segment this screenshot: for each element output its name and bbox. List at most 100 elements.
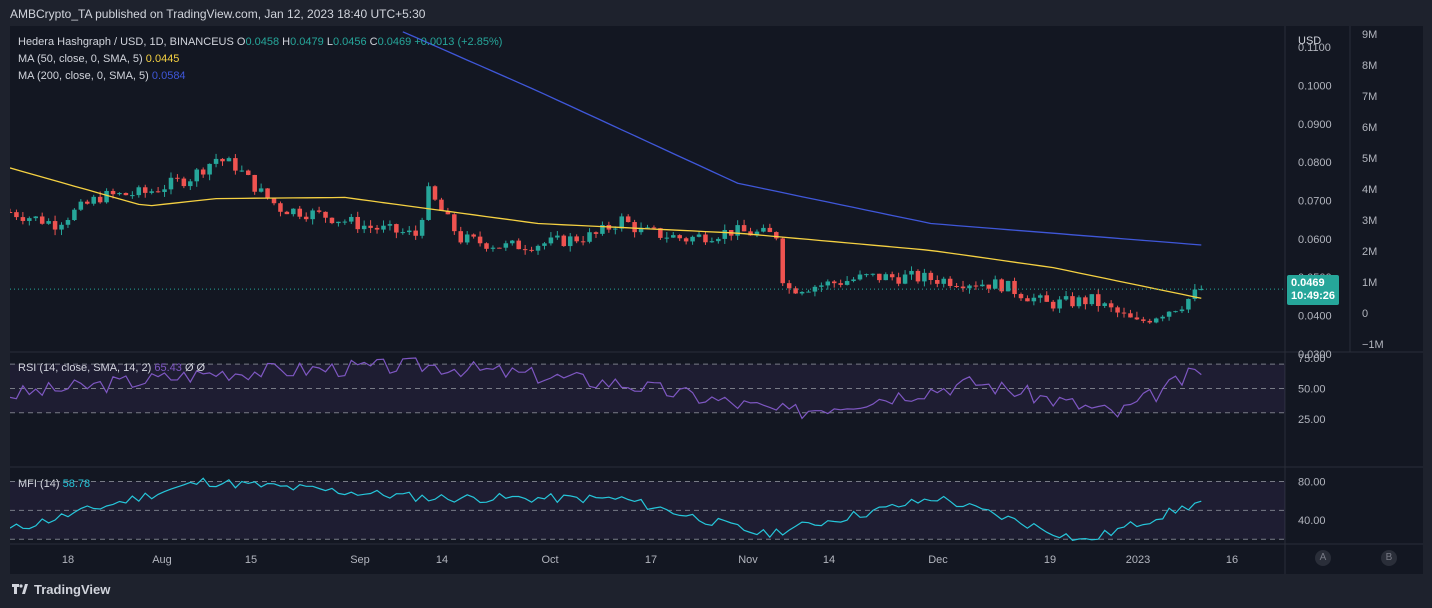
countdown-timer: 10:49:26	[1291, 290, 1336, 302]
candle	[941, 278, 946, 284]
candle	[439, 199, 444, 211]
time-axis-tick: 19	[1044, 554, 1056, 566]
ma50-label: MA (50, close, 0, SMA, 5)	[18, 53, 143, 65]
candle	[484, 243, 489, 249]
candle	[1070, 296, 1075, 307]
candle	[864, 274, 869, 276]
candle	[400, 232, 406, 234]
candle	[1153, 318, 1159, 323]
candle	[452, 214, 457, 232]
candle	[374, 227, 380, 230]
mfi-axis-tick: 40.00	[1298, 515, 1326, 527]
candle	[935, 280, 940, 284]
low-value: 0.0456	[332, 36, 367, 48]
mfi-line	[10, 477, 1202, 541]
candle	[368, 225, 373, 228]
candle	[20, 217, 26, 221]
candle	[754, 231, 760, 236]
candle	[1186, 298, 1191, 310]
candle	[587, 232, 592, 242]
candle	[246, 170, 251, 175]
volume-axis-tick: 5M	[1362, 153, 1377, 165]
candle	[851, 279, 856, 282]
candle	[316, 210, 322, 212]
candle	[117, 192, 122, 195]
candle	[39, 216, 45, 224]
candle	[490, 247, 496, 249]
candle	[986, 284, 992, 289]
candle	[877, 273, 882, 281]
candle	[1089, 294, 1095, 305]
candle	[954, 285, 959, 287]
candle	[72, 209, 77, 221]
candle	[780, 238, 785, 284]
volume-axis-tick: 8M	[1362, 60, 1377, 72]
candle	[181, 178, 187, 187]
candle	[722, 229, 728, 239]
candle	[1044, 295, 1049, 302]
scale-b-button[interactable]: B	[1381, 550, 1397, 566]
scale-a-button[interactable]: A	[1315, 550, 1331, 566]
candle	[1012, 280, 1017, 295]
candle	[381, 225, 386, 230]
candle	[555, 235, 560, 238]
candle	[1102, 303, 1107, 306]
candle	[33, 216, 39, 219]
volume-axis-tick: 7M	[1362, 91, 1377, 103]
volume-axis-tick: −1M	[1362, 339, 1384, 351]
tradingview-logo[interactable]: TradingView	[12, 582, 110, 597]
candle	[593, 232, 599, 234]
candle	[696, 234, 702, 237]
candle	[497, 247, 502, 249]
ma200-value: 0.0584	[151, 70, 186, 82]
candle	[535, 245, 541, 251]
candle	[136, 187, 142, 196]
open-value: 0.0458	[245, 36, 280, 48]
rsi-legend[interactable]: RSI (14, close, SMA, 14, 2) 65.43 Ø Ø	[18, 362, 205, 374]
candle	[142, 187, 148, 193]
candle	[278, 203, 283, 212]
candle	[123, 192, 129, 196]
candle	[632, 222, 637, 233]
mfi-value: 58.78	[62, 478, 91, 490]
price-axis-tick: 0.0400	[1298, 311, 1332, 323]
candle	[297, 208, 303, 217]
candle	[889, 274, 895, 278]
candle	[1141, 319, 1146, 321]
candle	[529, 249, 534, 251]
mfi-legend[interactable]: MFI (14) 58.78	[18, 478, 90, 490]
ma200-legend[interactable]: MA (200, close, 0, SMA, 5) 0.0584	[18, 70, 186, 82]
candle	[130, 195, 135, 197]
price-axis-tick: 0.0900	[1298, 119, 1332, 131]
candle	[220, 158, 225, 162]
candle	[271, 198, 277, 204]
candle	[406, 230, 412, 233]
chart-area[interactable]: USD 0.1100 0.1000 0.0900 0.0800 0.0700 0.0600 0…	[10, 26, 1423, 574]
candle	[831, 281, 837, 284]
candle	[310, 210, 315, 220]
rsi-axis-tick: 50.00	[1298, 383, 1326, 395]
candle	[252, 174, 257, 192]
candle	[1173, 311, 1178, 313]
candle	[336, 221, 341, 224]
candle	[464, 234, 470, 243]
rsi-axis-tick: 25.00	[1298, 414, 1326, 426]
high-value: 0.0479	[290, 36, 324, 48]
candle	[510, 240, 515, 244]
time-axis-tick: 18	[62, 554, 74, 566]
close-label: C	[369, 36, 378, 48]
symbol-name[interactable]: Hedera Hashgraph / USD, 1D, BINANCEUS	[18, 36, 234, 48]
candle	[1031, 297, 1037, 302]
candle	[419, 219, 425, 236]
candle	[445, 210, 451, 215]
candle	[291, 208, 296, 215]
candle	[741, 225, 747, 232]
candle	[155, 191, 161, 193]
high-label: H	[282, 36, 291, 48]
ma50-legend[interactable]: MA (50, close, 0, SMA, 5) 0.0445	[18, 53, 179, 65]
candle	[1025, 298, 1030, 302]
candle	[426, 186, 431, 220]
candle	[574, 236, 579, 242]
candle	[870, 273, 876, 275]
